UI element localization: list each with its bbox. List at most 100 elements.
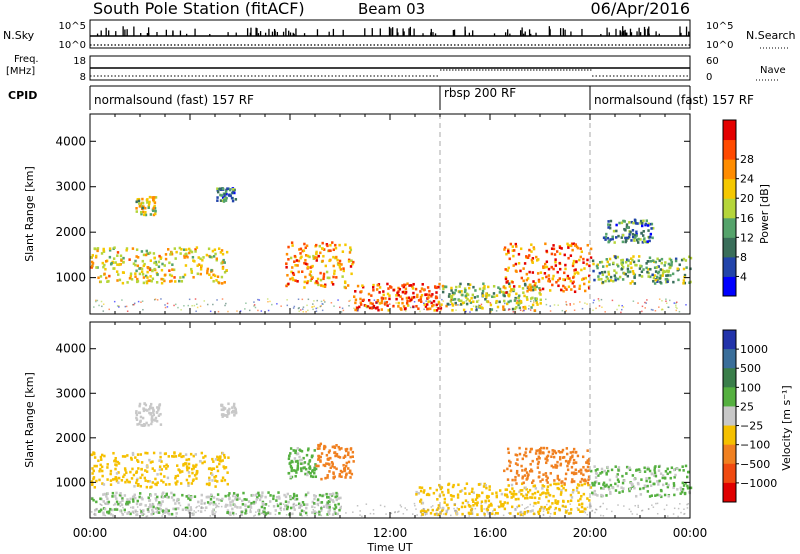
- echo-cell: [315, 243, 318, 247]
- noise-cell: [316, 307, 319, 309]
- echo-cell: [403, 283, 406, 287]
- echo-cell: [344, 281, 347, 285]
- echo-cell: [335, 491, 338, 495]
- noise-cell: [667, 306, 669, 308]
- echo-cell: [118, 278, 122, 282]
- nsky-spike: [147, 27, 150, 36]
- echo-cell: [109, 483, 113, 486]
- noise-cell: [268, 505, 270, 507]
- echo-cell: [130, 458, 133, 461]
- echo-cell: [306, 281, 309, 285]
- echo-cell: [403, 307, 407, 311]
- echo-cell: [145, 465, 149, 468]
- echo-cell: [311, 264, 314, 268]
- echo-cell: [188, 474, 191, 478]
- nsky-strip: [89, 19, 691, 49]
- echo-cell: [293, 508, 296, 511]
- echo-cell: [181, 508, 185, 512]
- echo-cell: [139, 453, 143, 456]
- noise-cell: [457, 304, 459, 306]
- echo-cell: [612, 279, 615, 283]
- echo-cell: [220, 275, 224, 279]
- echo-cell: [561, 480, 564, 483]
- echo-cell: [324, 283, 327, 287]
- echo-cell: [566, 277, 569, 280]
- noise-cell: [102, 310, 105, 312]
- echo-cell: [411, 287, 415, 290]
- nsearch-label: N.Search: [746, 29, 796, 42]
- echo-cell: [572, 480, 576, 483]
- echo-cell: [535, 297, 539, 301]
- echo-cell: [334, 495, 337, 499]
- echo-cell: [601, 273, 605, 277]
- echo-cell: [688, 490, 691, 494]
- echo-cell: [159, 472, 163, 476]
- colorbar-tick-label: 8: [740, 251, 747, 264]
- x-tick-label: 20:00: [573, 526, 608, 540]
- nsky-spike: [403, 31, 405, 36]
- noise-cell: [621, 304, 623, 307]
- noise-cell: [317, 504, 320, 507]
- echo-cell: [416, 293, 419, 297]
- echo-cell: [94, 254, 98, 258]
- echo-cell: [543, 505, 547, 509]
- echo-cell: [176, 464, 179, 467]
- noise-cell: [384, 300, 386, 303]
- echo-cell: [328, 500, 331, 504]
- echo-cell: [298, 448, 301, 452]
- echo-cell: [547, 279, 550, 283]
- echo-cell: [126, 498, 129, 501]
- echo-cell: [166, 476, 170, 480]
- noise-cell: [455, 510, 457, 512]
- noise-cell: [254, 306, 257, 309]
- echo-cell: [563, 286, 567, 289]
- echo-cell: [376, 283, 379, 287]
- echo-cell: [187, 494, 190, 497]
- echo-cell: [552, 494, 555, 498]
- echo-cell: [505, 493, 509, 497]
- echo-cell: [428, 293, 431, 297]
- noise-cell: [129, 506, 132, 509]
- echo-cell: [640, 270, 644, 274]
- noise-cell: [641, 509, 643, 512]
- noise-cell: [322, 303, 324, 305]
- echo-cell: [131, 467, 134, 471]
- echo-cell: [450, 286, 453, 290]
- echo-cell: [674, 257, 678, 261]
- echo-cell: [333, 451, 337, 454]
- echo-cell: [304, 467, 308, 471]
- echo-cell: [338, 474, 341, 478]
- echo-cell: [193, 259, 196, 263]
- echo-cell: [515, 469, 519, 473]
- echo-cell: [560, 450, 564, 454]
- echo-cell: [461, 293, 464, 297]
- echo-cell: [151, 467, 154, 470]
- echo-cell: [191, 513, 195, 517]
- echo-cell: [306, 280, 310, 283]
- colorbar-frame: [722, 119, 737, 297]
- echo-cell: [588, 499, 591, 502]
- echo-cell: [319, 442, 323, 446]
- echo-cell: [315, 252, 318, 256]
- noise-cell: [584, 302, 586, 304]
- echo-cell: [313, 468, 316, 472]
- nsky-spike: [504, 32, 507, 36]
- noise-cell: [685, 304, 687, 306]
- echo-cell: [223, 456, 227, 459]
- power-colorbar-title: Power [dB]: [758, 184, 771, 244]
- echo-cell: [109, 507, 112, 511]
- echo-cell: [558, 245, 562, 248]
- echo-cell: [338, 473, 342, 476]
- echo-cell: [554, 499, 557, 502]
- echo-cell: [517, 474, 520, 477]
- colorbar-swatch: [723, 237, 736, 258]
- echo-cell: [607, 279, 611, 283]
- noise-cell: [299, 504, 302, 507]
- echo-cell: [153, 201, 157, 204]
- echo-cell: [531, 288, 535, 292]
- echo-cell: [152, 198, 155, 202]
- echo-cell: [283, 508, 286, 511]
- y-tick-label: 3000: [55, 386, 86, 400]
- echo-cell: [579, 510, 582, 513]
- echo-cell: [585, 469, 588, 473]
